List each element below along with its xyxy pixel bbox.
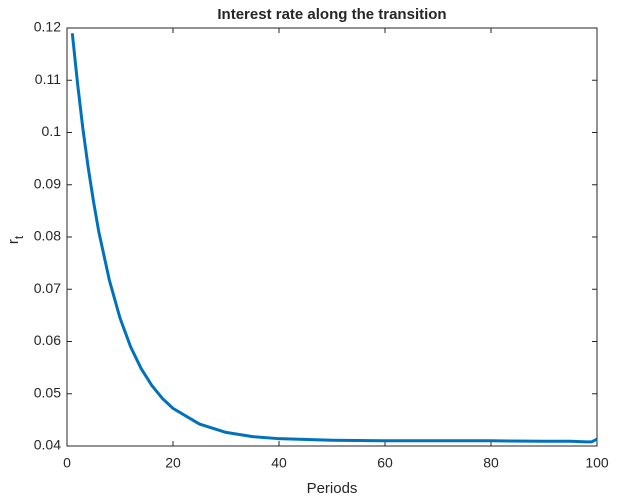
x-tick-label: 0 <box>63 455 71 471</box>
x-tick-label: 20 <box>165 455 181 471</box>
y-tick-label: 0.1 <box>42 123 62 139</box>
x-tick-label: 100 <box>585 455 609 471</box>
y-tick-label: 0.11 <box>35 71 61 87</box>
x-tick-label: 40 <box>271 455 287 471</box>
x-tick-label: 60 <box>377 455 393 471</box>
y-label-base: r <box>5 239 22 244</box>
y-tick-label: 0.05 <box>34 384 61 400</box>
y-tick-label: 0.04 <box>34 437 61 453</box>
y-tick-label: 0.12 <box>34 19 61 35</box>
data-line <box>70 33 598 444</box>
y-tick-label: 0.09 <box>34 175 61 191</box>
x-tick-label: 80 <box>483 455 499 471</box>
y-label-subscript: t <box>12 235 26 239</box>
y-axis-label: rt <box>5 235 26 244</box>
y-tick-label: 0.06 <box>34 332 61 348</box>
y-tick-label: 0.07 <box>34 280 61 296</box>
chart-title: Interest rate along the transition <box>217 6 446 23</box>
y-tick-label: 0.08 <box>34 228 61 244</box>
x-axis-label: Periods <box>307 480 358 497</box>
